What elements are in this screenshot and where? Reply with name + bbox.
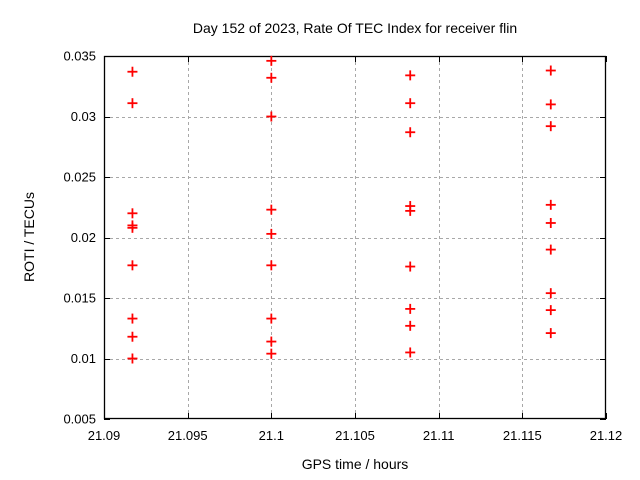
y-tick-label: 0.01 bbox=[71, 351, 96, 366]
x-tick-label: 21.1 bbox=[259, 428, 284, 443]
chart-title: Day 152 of 2023, Rate Of TEC Index for r… bbox=[192, 20, 518, 36]
x-tick-label: 21.115 bbox=[503, 428, 542, 443]
y-tick-label: 0.005 bbox=[63, 412, 96, 427]
y-axis-label: ROTI / TECUs bbox=[21, 192, 37, 282]
y-tick-label: 0.02 bbox=[71, 230, 96, 245]
y-tick-label: 0.035 bbox=[63, 49, 96, 64]
y-tick-label: 0.025 bbox=[63, 170, 96, 185]
y-tick-label: 0.015 bbox=[63, 291, 96, 306]
x-axis-label: GPS time / hours bbox=[301, 456, 409, 472]
x-tick-label: 21.105 bbox=[335, 428, 375, 443]
x-tick-label: 21.12 bbox=[590, 428, 623, 443]
x-tick-label: 21.11 bbox=[423, 428, 455, 443]
x-tick-label: 21.095 bbox=[168, 428, 208, 443]
y-tick-label: 0.03 bbox=[71, 109, 96, 124]
x-tick-label: 21.09 bbox=[88, 428, 121, 443]
